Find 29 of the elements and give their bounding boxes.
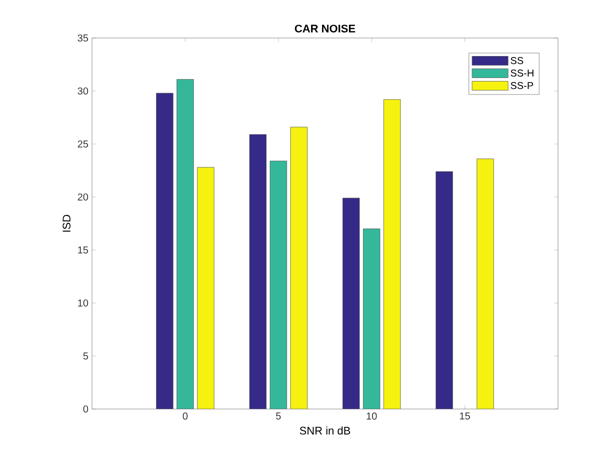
y-tick-label: 0 xyxy=(83,405,88,413)
y-tick-label: 5 xyxy=(83,352,88,360)
chart-title: CAR NOISE xyxy=(294,24,356,32)
bar xyxy=(290,126,308,409)
x-tick-label: 0 xyxy=(182,412,188,420)
bar xyxy=(342,198,360,409)
bar xyxy=(384,99,401,409)
legend-label: SS-P xyxy=(510,82,534,90)
x-axis-title: SNR in dB xyxy=(300,426,350,435)
y-tick-label: 15 xyxy=(78,246,88,254)
bar xyxy=(270,160,287,409)
legend-label: SS xyxy=(510,57,524,64)
y-tick-label: 35 xyxy=(78,34,88,42)
x-tick-label: 10 xyxy=(366,412,377,420)
y-tick-label: 30 xyxy=(78,87,88,95)
bar xyxy=(156,92,174,409)
x-tick-label: 5 xyxy=(276,412,281,420)
bar xyxy=(436,171,453,409)
bar xyxy=(176,79,194,409)
y-axis-title: ISD xyxy=(62,214,70,232)
bar xyxy=(249,134,266,409)
bar xyxy=(363,228,380,409)
y-tick-label: 25 xyxy=(78,140,88,148)
y-tick-label: 10 xyxy=(78,299,88,307)
bar xyxy=(197,167,214,409)
bar xyxy=(476,158,494,409)
legend-label: SS-H xyxy=(510,70,534,77)
x-tick-label: 15 xyxy=(460,412,470,420)
y-tick-label: 20 xyxy=(78,193,88,201)
